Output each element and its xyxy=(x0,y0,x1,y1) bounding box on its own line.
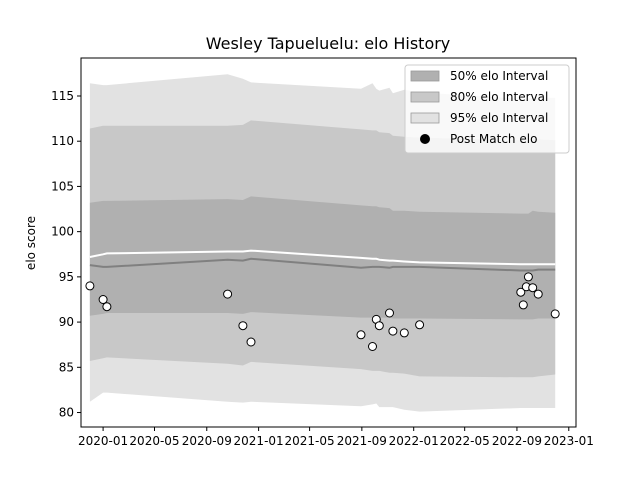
y-tick-label: 115 xyxy=(51,89,74,103)
post-match-point xyxy=(528,283,538,293)
post-match-point xyxy=(98,295,108,304)
y-tick-label: 85 xyxy=(59,360,74,374)
y-tick-label: 110 xyxy=(51,134,74,148)
legend: 50% elo Interval 80% elo Interval 95% elo … xyxy=(404,64,570,154)
legend-frame xyxy=(404,64,570,154)
y-axis-label: elo score xyxy=(24,216,38,270)
x-tick-label: 2022-09 xyxy=(492,434,542,448)
legend-label: Post Match elo xyxy=(450,132,537,146)
elo-lines xyxy=(89,249,556,272)
post-match-point xyxy=(399,328,409,338)
post-match-point xyxy=(518,300,528,310)
x-tick-label: 2022-05 xyxy=(440,434,490,448)
post-match-point xyxy=(223,289,233,299)
y-tick-label: 80 xyxy=(59,406,74,420)
chart-title: Wesley Tapueluelu: elo History xyxy=(206,34,451,53)
post-match-point xyxy=(533,289,543,299)
legend-label: 50% elo Interval xyxy=(450,69,548,83)
legend-swatch xyxy=(410,91,440,103)
legend-label: 80% elo Interval xyxy=(450,90,548,104)
post-match-point xyxy=(550,309,560,319)
legend-swatch xyxy=(410,112,440,124)
post-match-point xyxy=(415,320,425,330)
elo-line-1 xyxy=(89,257,556,272)
x-axis: 2020-01 2020-05 2020-09 2021-01 2021-05 2021-… xyxy=(78,427,594,448)
legend-marker xyxy=(420,134,430,144)
x-tick-label: 2021-05 xyxy=(285,434,335,448)
post-match-point xyxy=(102,302,112,312)
post-match-point xyxy=(238,321,248,331)
interval-bands xyxy=(89,74,556,412)
post-match-point xyxy=(388,326,398,336)
x-tick-label: 2020-01 xyxy=(78,434,128,448)
post-match-point xyxy=(246,337,256,347)
post-match-point xyxy=(385,308,394,318)
post-match-point xyxy=(85,281,95,291)
post-match-point xyxy=(374,321,384,331)
post-match-points xyxy=(85,272,560,351)
post-match-point xyxy=(516,287,526,297)
post-match-point xyxy=(356,330,366,340)
plot-frame xyxy=(80,57,577,428)
y-tick-label: 95 xyxy=(59,270,74,284)
band-50-elo-interval xyxy=(89,196,556,320)
elo-line-2 xyxy=(89,249,556,266)
y-tick-label: 100 xyxy=(51,225,74,239)
y-tick-label: 105 xyxy=(51,179,74,193)
x-tick-label: 2020-05 xyxy=(129,434,179,448)
post-match-point xyxy=(368,342,377,351)
legend-swatch xyxy=(410,70,440,82)
legend-label: 95% elo Interval xyxy=(450,111,548,125)
x-tick-label: 2021-09 xyxy=(337,434,387,448)
y-axis: 80 85 90 95 100 105 110 115 xyxy=(51,89,81,420)
x-tick-label: 2021-01 xyxy=(234,434,284,448)
x-tick-label: 2023-01 xyxy=(544,434,594,448)
x-tick-label: 2022-01 xyxy=(389,434,439,448)
y-tick-label: 90 xyxy=(59,315,74,329)
post-match-point xyxy=(523,272,533,282)
x-tick-label: 2020-09 xyxy=(182,434,232,448)
